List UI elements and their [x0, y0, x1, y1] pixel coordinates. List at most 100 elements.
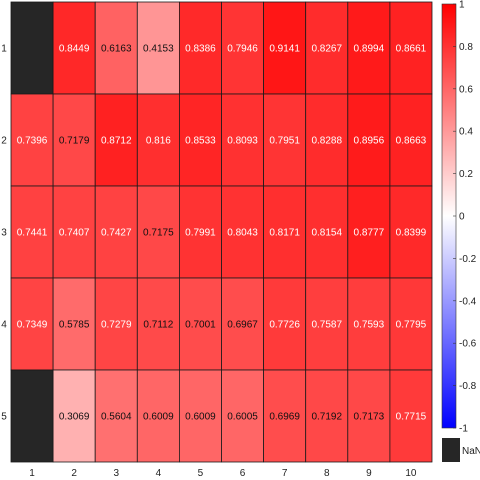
colorbar-tick-label: 0.6: [459, 84, 473, 95]
cell-value-label: 0.7349: [17, 320, 48, 331]
cell-value-label: 0.7726: [269, 320, 300, 331]
x-tick-label: 2: [71, 468, 77, 479]
cell-value-label: 0.7427: [101, 228, 132, 239]
cell-value-label: 0.5604: [101, 412, 132, 423]
nan-swatch: [442, 438, 460, 462]
heatmap-cell: [347, 369, 391, 463]
heatmap-cell: [221, 185, 264, 279]
cell-value-label: 0.7715: [396, 412, 427, 423]
cell-value-label: 0.7407: [59, 228, 90, 239]
heatmap-cells: 0.8449 0.6163 0.4153 0.8386 0.7946 0.9141 0.82…: [10, 1, 433, 463]
cell-value-label: 0.7593: [354, 320, 385, 331]
cell-value-label: 0.6967: [227, 320, 258, 331]
cell-value-label: 0.816: [146, 136, 171, 147]
x-tick-label: 8: [324, 468, 330, 479]
cell-value-label: 0.8663: [396, 136, 427, 147]
heatmap-cell: [94, 93, 138, 187]
cell-value-label: 0.8777: [354, 228, 385, 239]
heatmap-cell: [10, 93, 54, 187]
cell-value-label: 0.7951: [269, 136, 300, 147]
cell-value-label: 0.7173: [354, 412, 385, 423]
cell-value-label: 0.7192: [311, 412, 342, 423]
cell-value-label: 0.8154: [311, 228, 342, 239]
colorbar-tick-label: 0.8: [459, 42, 473, 53]
cell-value-label: 0.8449: [59, 44, 90, 55]
heatmap-cell: [52, 1, 96, 95]
y-tick-label: 4: [1, 320, 7, 331]
cell-value-label: 0.8533: [185, 136, 216, 147]
y-tick-label: 5: [1, 412, 7, 423]
cell-value-label: 0.9141: [269, 44, 300, 55]
heatmap-cell: [389, 185, 433, 279]
heatmap-cell: [94, 1, 138, 95]
colorbar-tick-label: 0.4: [459, 127, 473, 138]
colorbar-tick-label: -0.4: [459, 296, 477, 307]
heatmap-cell: [136, 369, 180, 463]
x-tick-label: 3: [113, 468, 119, 479]
cell-value-label: 0.7946: [227, 44, 258, 55]
heatmap-cell: [221, 277, 264, 371]
heatmap-cell: [389, 369, 433, 463]
heatmap-cell: [389, 93, 433, 187]
heatmap-cell: [10, 185, 54, 279]
colorbar-tick-label: 0.2: [459, 169, 473, 180]
colorbar-tick-label: 0: [459, 212, 465, 223]
cell-value-label: 0.8399: [396, 228, 427, 239]
cell-value-label: 0.8661: [396, 44, 427, 55]
colorbar-tick-label: -0.8: [459, 381, 477, 392]
cell-value-label: 0.8386: [185, 44, 216, 55]
cell-value-label: 0.8288: [311, 136, 342, 147]
cell-value-label: 0.7279: [101, 320, 132, 331]
heatmap-cell: [178, 93, 222, 187]
cell-value-label: 0.8093: [227, 136, 258, 147]
x-axis-tick-labels: 1 2 3 4 5 6 7 8 9 10: [29, 468, 417, 479]
cell-value-label: 0.7112: [143, 320, 173, 331]
colorbar-tick-label: -1: [459, 424, 468, 435]
cell-value-label: 0.6163: [101, 44, 132, 55]
y-tick-label: 2: [1, 136, 7, 147]
cell-value-label: 0.5785: [59, 320, 90, 331]
cell-value-label: 0.6005: [227, 412, 258, 423]
cell-value-label: 0.8712: [101, 136, 132, 147]
heatmap-cell: [52, 185, 96, 279]
cell-value-label: 0.4153: [143, 44, 174, 55]
heatmap-cell: [347, 277, 391, 371]
cell-value-label: 0.8994: [354, 44, 385, 55]
nan-label: NaN: [462, 446, 480, 457]
x-tick-label: 10: [405, 468, 417, 479]
cell-value-label: 0.7441: [17, 228, 48, 239]
heatmap-cell: [305, 369, 349, 463]
cell-value-label: 0.7795: [396, 320, 427, 331]
heatmap-cell: [305, 185, 349, 279]
heatmap-cell: [10, 1, 54, 95]
cell-value-label: 0.7179: [59, 136, 90, 147]
colorbar-tick-label: 1: [459, 0, 465, 11]
x-tick-label: 1: [29, 468, 35, 479]
x-tick-label: 5: [198, 468, 204, 479]
cell-value-label: 0.8956: [354, 136, 385, 147]
cell-value-label: 0.8043: [227, 228, 258, 239]
heatmap-cell: [136, 1, 180, 95]
heatmap-cell: [52, 369, 96, 463]
heatmap-cell: [52, 277, 96, 371]
y-tick-label: 3: [1, 228, 7, 239]
cell-value-label: 0.6969: [269, 412, 300, 423]
heatmap-cell: [263, 369, 307, 463]
x-tick-label: 6: [240, 468, 246, 479]
cell-value-label: 0.8171: [269, 228, 300, 239]
x-tick-label: 9: [366, 468, 372, 479]
heatmap-cell: [178, 369, 222, 463]
heatmap-cell: [305, 277, 349, 371]
cell-value-label: 0.6009: [143, 412, 174, 423]
heatmap-cell: [347, 1, 391, 95]
x-tick-label: 4: [156, 468, 162, 479]
cell-value-label: 0.7001: [185, 320, 216, 331]
heatmap-cell: [10, 369, 54, 463]
cell-value-label: 0.3069: [59, 412, 90, 423]
y-axis-tick-labels: 1 2 3 4 5: [1, 44, 7, 423]
heatmap-cell: [347, 185, 391, 279]
heatmap-cell: [263, 277, 307, 371]
colorbar-tick-label: -0.2: [459, 254, 477, 265]
y-tick-label: 1: [1, 44, 7, 55]
